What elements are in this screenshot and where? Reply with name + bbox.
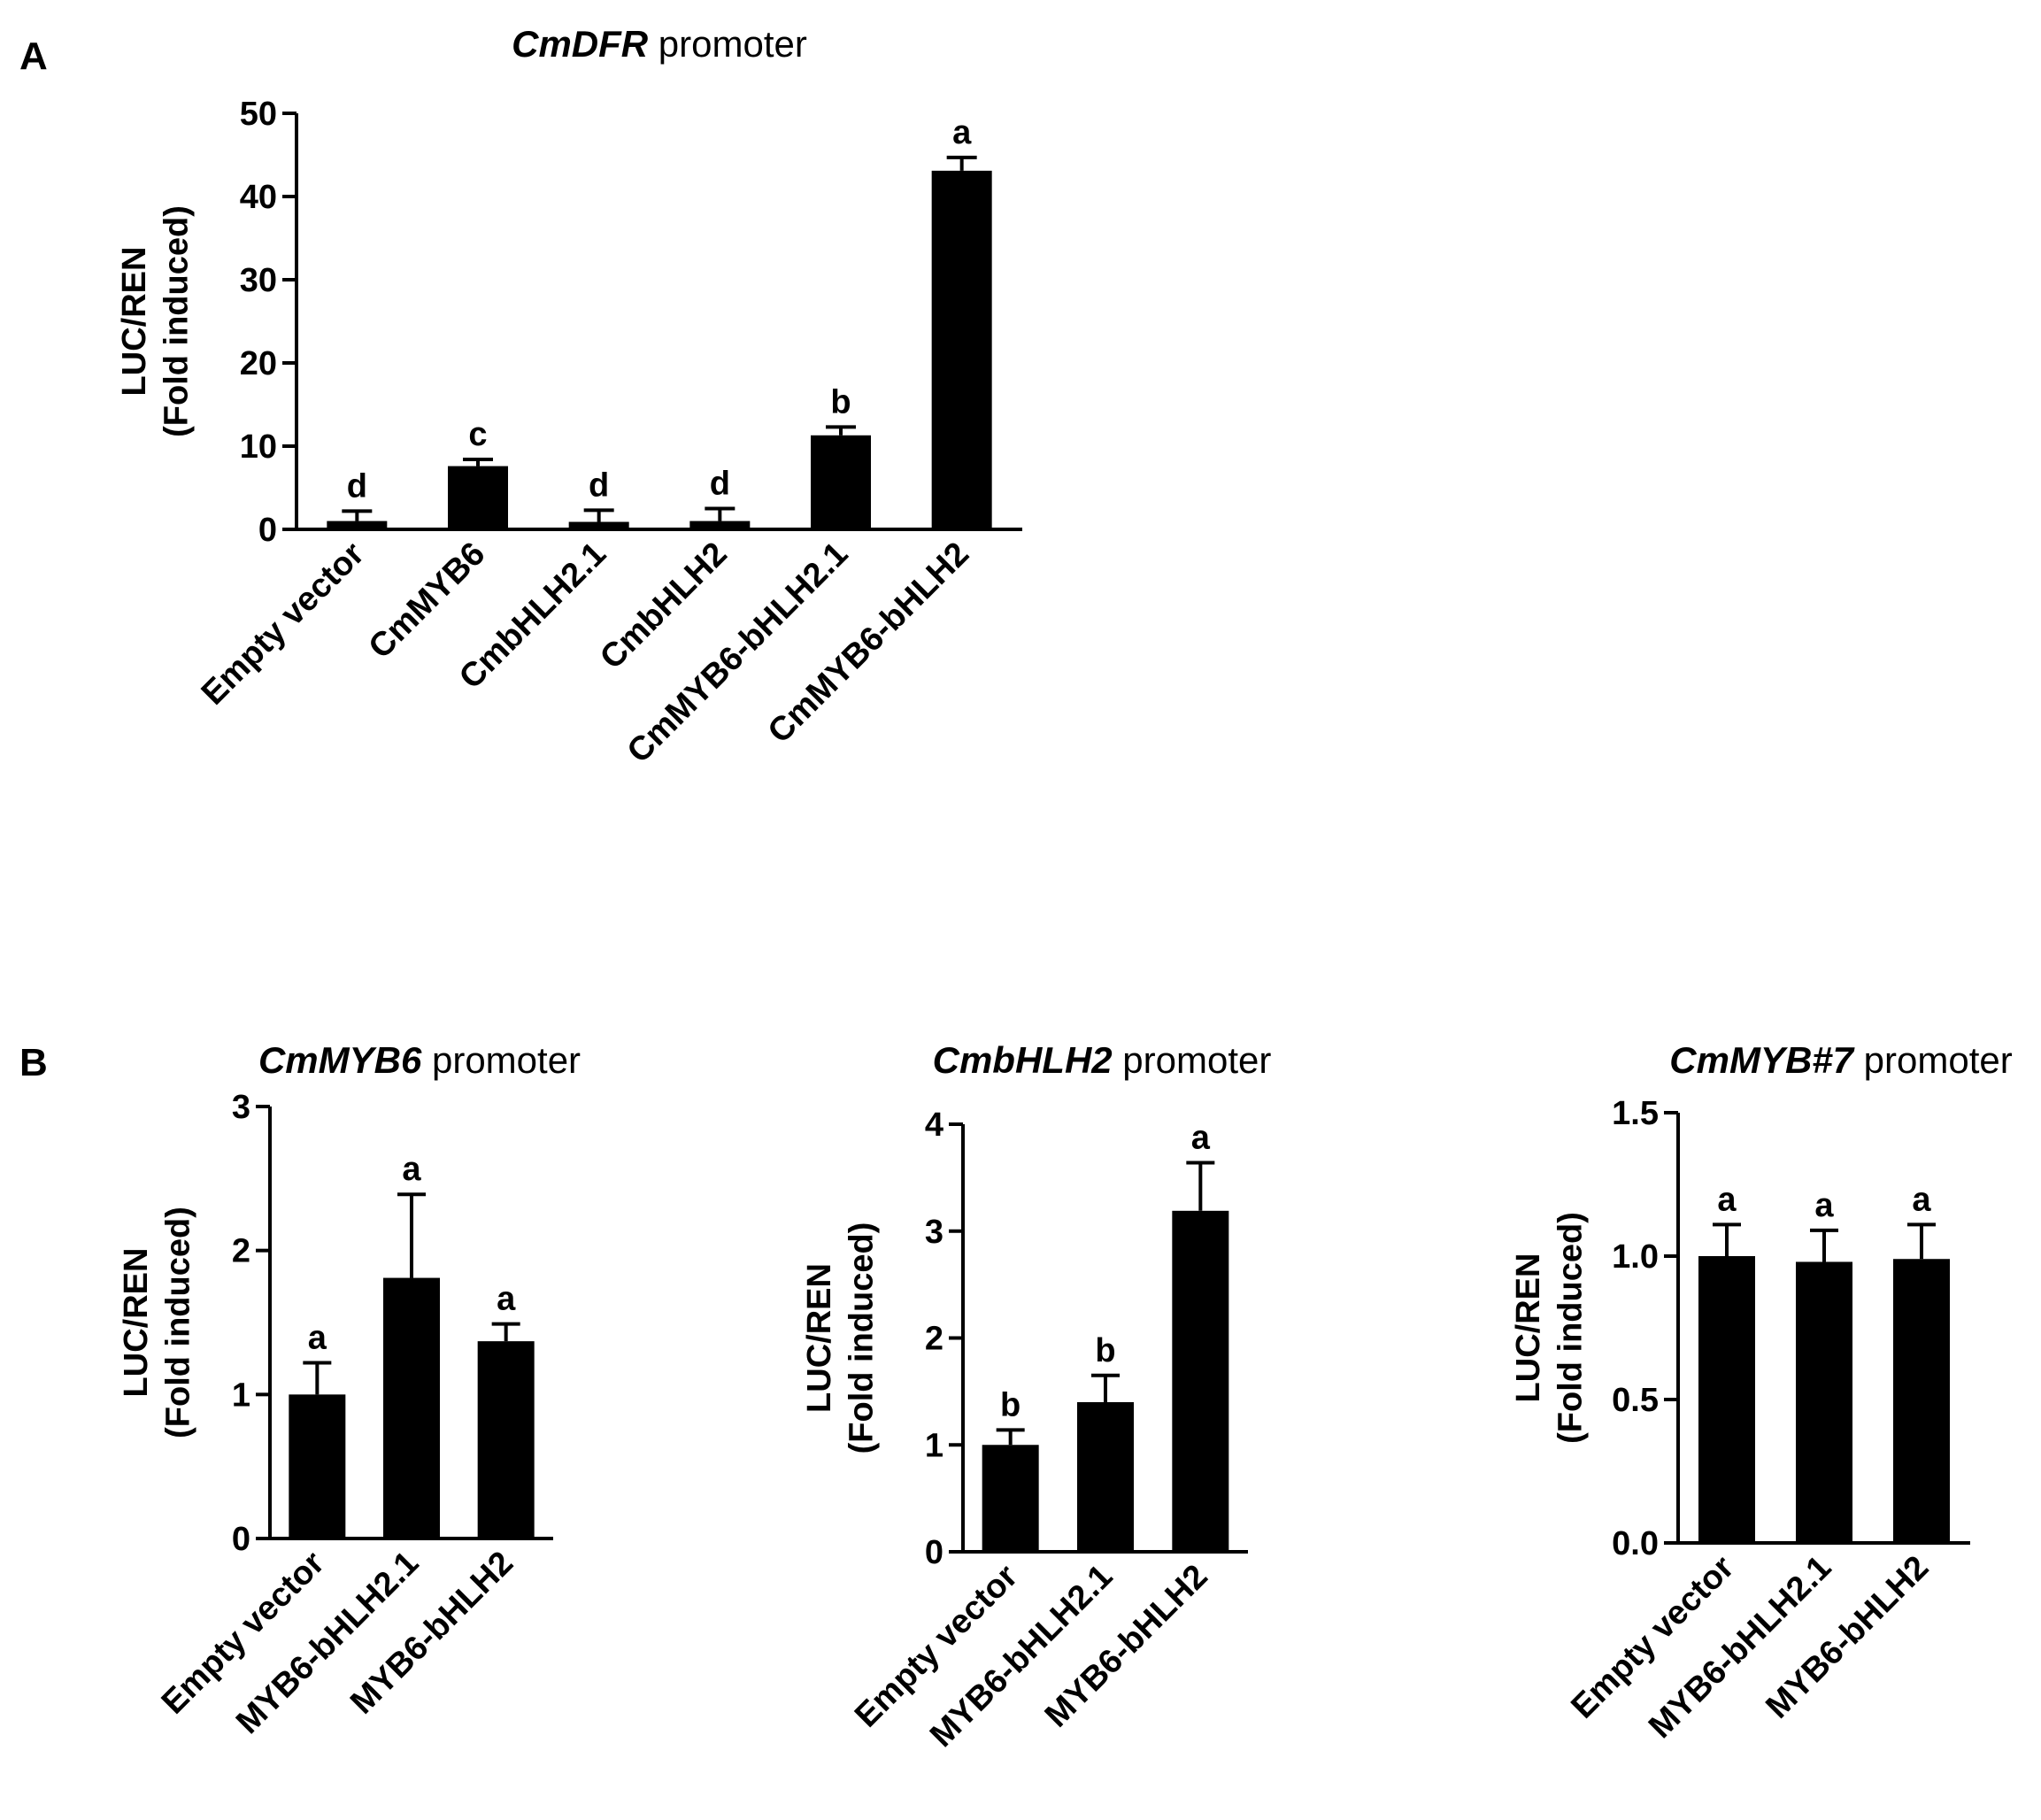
panel-label-b: B (19, 1041, 48, 1084)
chart-2: CmMYB6 promoter LUC/REN (Fold induced) 0 1 2 3… (118, 1039, 581, 1741)
y-tick-label: 0.0 (1612, 1525, 1659, 1562)
bar (327, 521, 388, 529)
chart-title-rest: promoter (1113, 1039, 1272, 1081)
y-tick-label: 2 (232, 1233, 250, 1270)
y-tick-label: 0.5 (1612, 1382, 1659, 1419)
category-label: Empty vector (1564, 1549, 1741, 1726)
chart-title-rest: promoter (1853, 1039, 2013, 1081)
y-axis-label: LUC/REN (Fold induced) (118, 1207, 197, 1438)
y-axis-label-line1: LUC/REN (116, 247, 153, 397)
bar (289, 1394, 346, 1539)
y-tick-label: 10 (240, 428, 277, 466)
significance-label: a (308, 1320, 327, 1357)
chart-title-italic: CmMYB#7 (1669, 1039, 1854, 1081)
category-label: MYB6-bHLH2 (343, 1545, 520, 1722)
significance-label: d (710, 466, 730, 503)
bar (1893, 1259, 1950, 1543)
bar (811, 435, 871, 529)
category-label: CmMYB6-bHLH2.1 (620, 536, 856, 771)
chart-title-rest: promoter (421, 1039, 581, 1081)
chart-title: CmDFR promoter (512, 23, 807, 65)
chart-title-italic: CmDFR (512, 23, 649, 65)
bar (383, 1277, 440, 1539)
y-tick-label: 50 (240, 96, 277, 133)
bar (982, 1445, 1039, 1552)
significance-label: d (347, 467, 367, 505)
bar (1077, 1401, 1134, 1552)
y-axis-label-line2: (Fold induced) (160, 1207, 197, 1438)
bar (477, 1341, 535, 1539)
category-label: CmMYB6-bHLH2 (761, 536, 976, 751)
y-axis-label-line1: LUC/REN (1510, 1253, 1547, 1403)
bar (689, 521, 751, 529)
y-tick-label: 20 (240, 345, 277, 382)
significance-label: a (1912, 1181, 1931, 1218)
category-label: Empty vector (848, 1558, 1025, 1735)
bar (1172, 1210, 1229, 1552)
significance-label: a (497, 1281, 516, 1318)
chart-title-italic: CmMYB6 (258, 1039, 422, 1081)
y-axis-label: LUC/REN (Fold induced) (801, 1222, 881, 1454)
significance-label: a (402, 1151, 421, 1188)
chart-1: CmDFR promoter LUC/REN (Fold induced) 0 10 20… (116, 23, 1022, 770)
y-tick-label: 30 (240, 262, 277, 299)
y-tick-label: 1 (232, 1377, 250, 1414)
category-label: Empty vector (195, 536, 372, 713)
chart-3: CmbHLH2 promoter LUC/REN (Fold induced) 0 1 2… (801, 1039, 1271, 1754)
y-axis-label-line2: (Fold induced) (843, 1222, 881, 1454)
significance-label: a (952, 114, 972, 151)
significance-label: b (1095, 1332, 1115, 1369)
bar (1698, 1256, 1755, 1543)
category-label: Empty vector (155, 1545, 332, 1722)
significance-label: b (830, 383, 851, 420)
chart-title-italic: CmbHLH2 (933, 1039, 1113, 1081)
y-tick-label: 3 (925, 1214, 943, 1251)
y-tick-label: 40 (240, 179, 277, 216)
y-axis-label: LUC/REN (Fold induced) (116, 205, 196, 437)
chart-title: CmMYB#7 promoter (1669, 1039, 2012, 1081)
significance-label: a (1814, 1187, 1834, 1224)
y-tick-label: 1.5 (1612, 1095, 1659, 1132)
significance-label: c (468, 416, 487, 453)
significance-label: a (1717, 1181, 1737, 1218)
y-tick-label: 0 (258, 512, 277, 549)
chart-title: CmMYB6 promoter (258, 1039, 581, 1081)
bar (931, 170, 992, 530)
category-label: MYB6-bHLH2.1 (1642, 1549, 1838, 1746)
y-axis-label-line2: (Fold induced) (1552, 1212, 1590, 1444)
category-label: CmMYB6 (362, 536, 493, 667)
y-tick-label: 0 (232, 1521, 250, 1558)
bar (568, 521, 629, 529)
chart-title: CmbHLH2 promoter (933, 1039, 1272, 1081)
y-tick-label: 4 (925, 1107, 943, 1144)
y-axis-label-line2: (Fold induced) (158, 205, 196, 437)
significance-label: d (589, 467, 609, 504)
y-tick-label: 0 (925, 1534, 943, 1571)
chart-title-rest: promoter (648, 23, 807, 65)
significance-label: b (1000, 1386, 1020, 1423)
bar (448, 466, 508, 529)
chart-4: CmMYB#7 promoter LUC/REN (Fold induced) 0.0… (1510, 1039, 2013, 1746)
y-tick-label: 3 (232, 1089, 250, 1126)
y-axis-label-line1: LUC/REN (801, 1263, 838, 1413)
y-tick-label: 1.0 (1612, 1238, 1659, 1276)
bar (1796, 1261, 1852, 1543)
y-axis-label-line1: LUC/REN (118, 1248, 155, 1398)
significance-label: a (1191, 1119, 1211, 1156)
panel-label-a: A (19, 35, 48, 78)
y-tick-label: 2 (925, 1321, 943, 1358)
y-axis-label: LUC/REN (Fold induced) (1510, 1212, 1590, 1444)
category-label: MYB6-bHLH2 (1038, 1558, 1215, 1735)
y-tick-label: 1 (925, 1427, 943, 1464)
